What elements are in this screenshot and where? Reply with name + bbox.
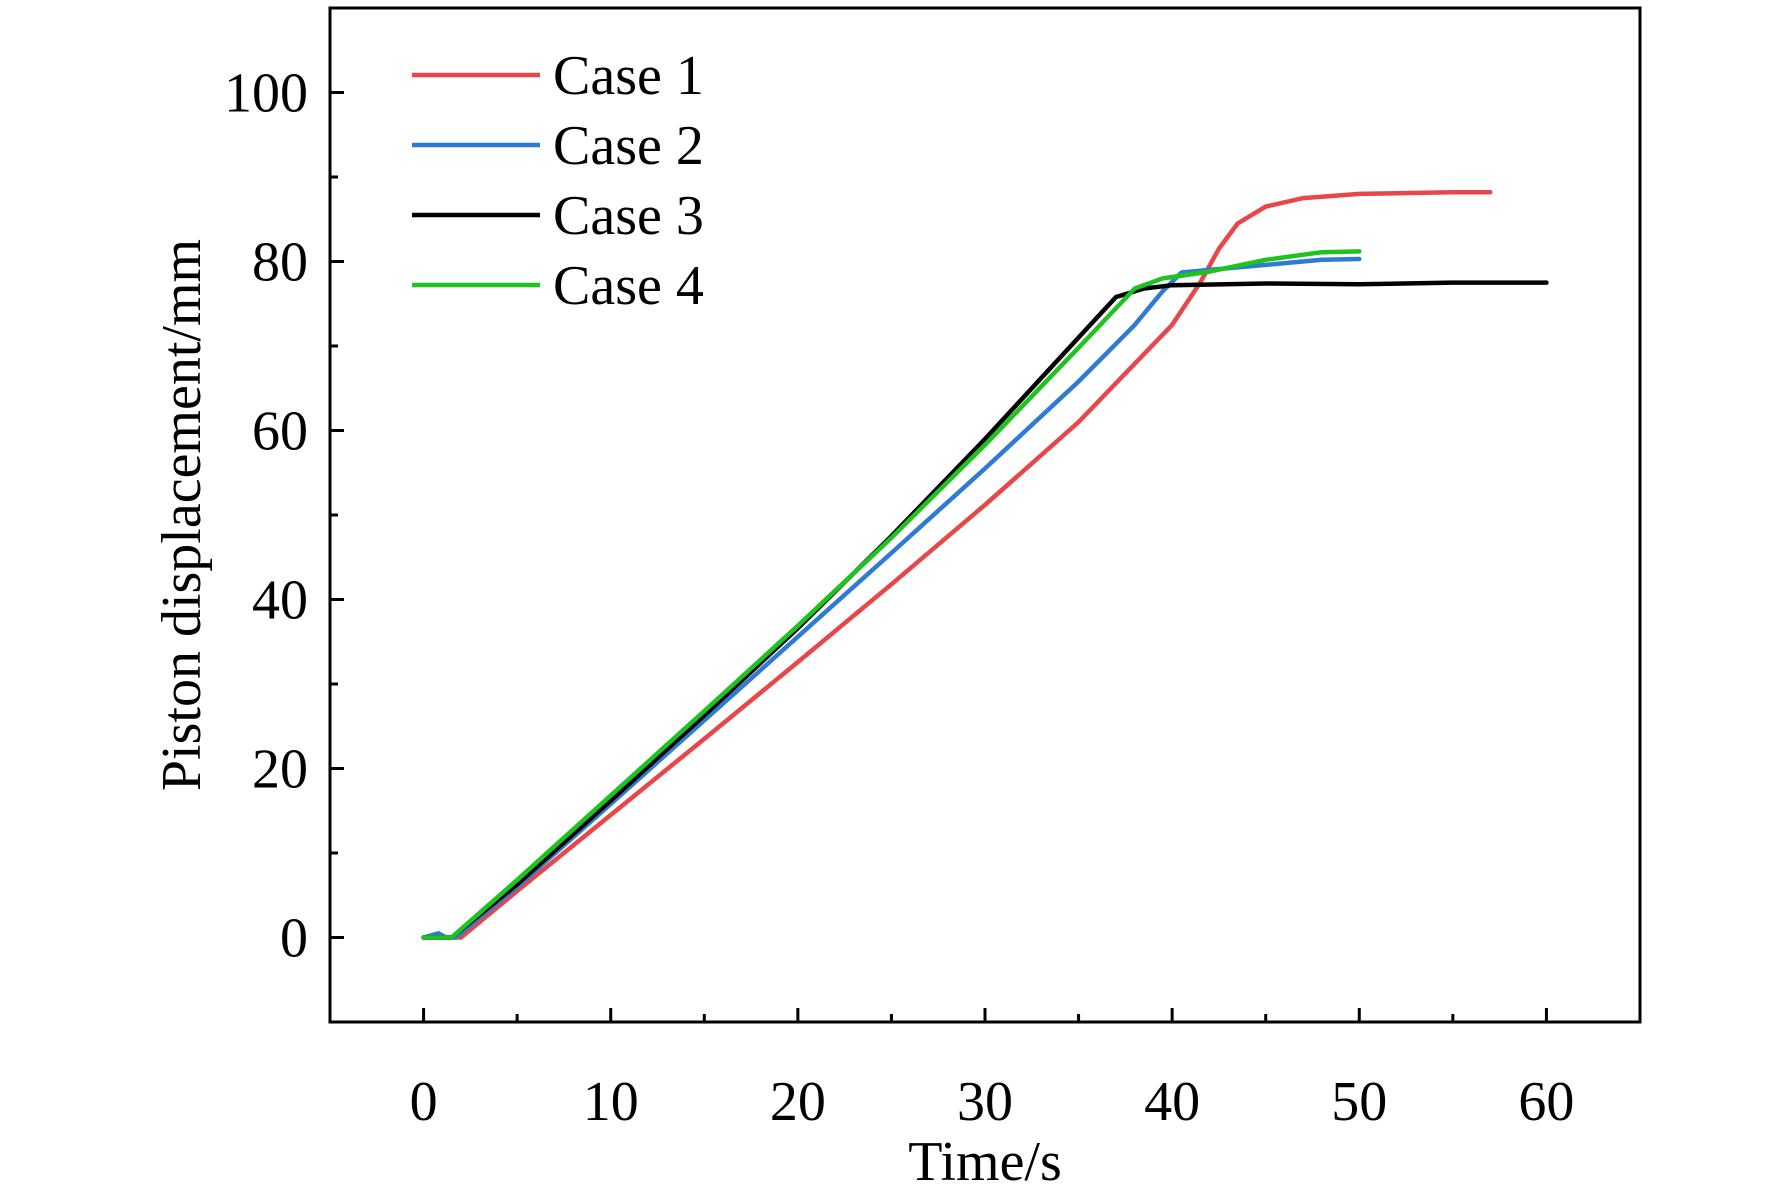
x-axis-title: Time/s xyxy=(908,1131,1062,1193)
series-line-case-1 xyxy=(421,189,1493,940)
y-tick-label: 0 xyxy=(280,908,308,970)
axes: 0 10 20 30 40 50 60 0 20 40 60 80 100 Time/s Piston di… xyxy=(151,6,1642,1193)
y-tick-label: 80 xyxy=(252,232,308,294)
y-tick-label: 20 xyxy=(252,739,308,801)
y-axis-title: Piston displacement/mm xyxy=(151,239,213,791)
y-tick-label: 40 xyxy=(252,570,308,632)
series-line-case-3 xyxy=(421,280,1549,940)
y-tick-label: 60 xyxy=(252,401,308,463)
x-tick-label: 20 xyxy=(770,1071,826,1133)
legend-label-case-1: Case 1 xyxy=(553,45,704,107)
legend-label-case-2: Case 2 xyxy=(553,115,704,177)
x-tick-label: 60 xyxy=(1518,1071,1574,1133)
legend: Case 1 Case 2 Case 3 Case 4 xyxy=(412,45,704,317)
x-tick-label: 40 xyxy=(1144,1071,1200,1133)
x-tick-label: 10 xyxy=(583,1071,639,1133)
x-tick-label: 30 xyxy=(957,1071,1013,1133)
legend-label-case-4: Case 4 xyxy=(553,255,704,317)
y-tick-label: 100 xyxy=(224,63,308,125)
x-tick-label: 0 xyxy=(410,1071,438,1133)
x-tick-label: 50 xyxy=(1331,1071,1387,1133)
series-line-case-4 xyxy=(421,249,1362,940)
plot-layer xyxy=(421,189,1549,940)
legend-label-case-3: Case 3 xyxy=(553,185,704,247)
